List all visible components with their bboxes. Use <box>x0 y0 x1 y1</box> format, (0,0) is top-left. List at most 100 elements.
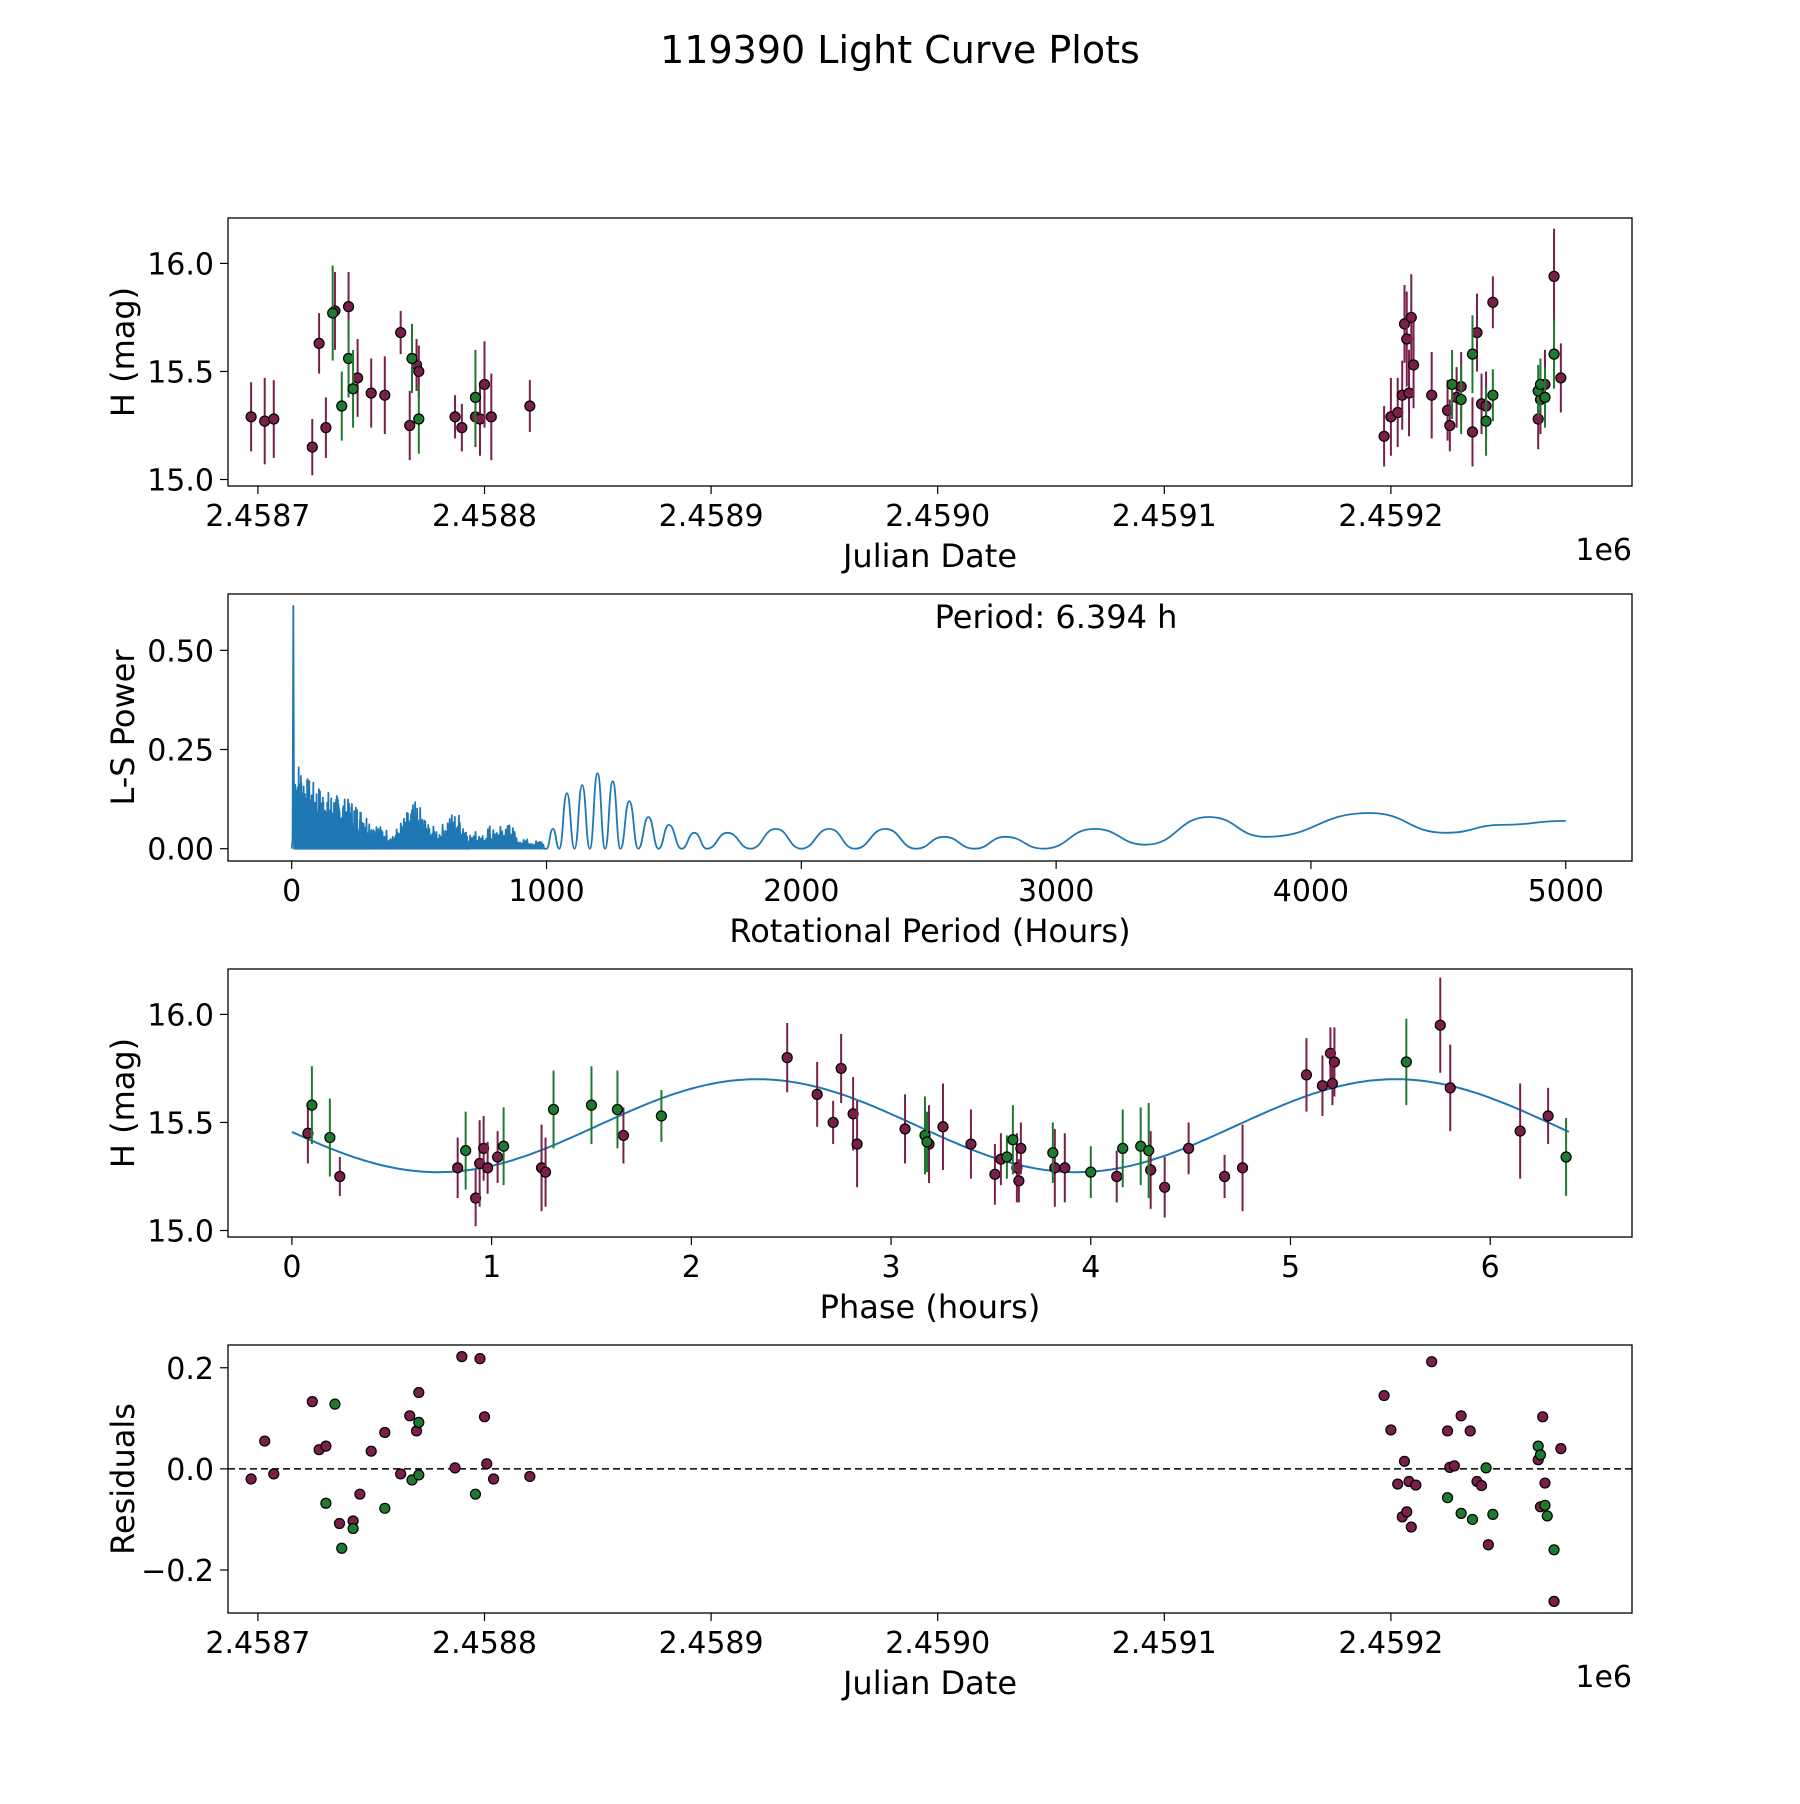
x-tick-label: 2.4592 <box>1338 499 1443 534</box>
data-point <box>1403 387 1415 399</box>
x-tick-label: 5 <box>1281 1250 1300 1285</box>
residual-point <box>365 1445 377 1457</box>
data-point <box>1446 378 1458 391</box>
data-point <box>989 1168 1001 1180</box>
residual-point <box>1539 1477 1551 1489</box>
data-point <box>1392 406 1404 419</box>
residual-point <box>481 1458 493 1470</box>
y-tick-label: 0.50 <box>147 634 214 669</box>
data-point <box>921 1136 933 1148</box>
x-offset-label: 1e6 <box>1575 533 1632 568</box>
axes-frame <box>227 1344 1633 1614</box>
data-point <box>336 400 348 412</box>
data-point <box>1407 359 1420 371</box>
data-point <box>342 352 355 365</box>
y-tick-label: 0.25 <box>147 734 214 769</box>
data-point <box>1548 348 1560 360</box>
data-point <box>1466 426 1479 438</box>
residual-point <box>1410 1479 1422 1491</box>
data-point <box>1145 1164 1157 1176</box>
residual-point <box>395 1468 407 1480</box>
x-tick-label: 1000 <box>508 874 584 909</box>
residual-point <box>320 1440 332 1452</box>
data-point <box>498 1140 510 1152</box>
data-point <box>1015 1142 1027 1154</box>
y-tick-label: 16.0 <box>147 247 214 282</box>
series-filter-1 <box>245 228 1567 476</box>
data-point <box>492 1151 504 1163</box>
data-point <box>302 1127 314 1139</box>
residual-point <box>413 1386 425 1399</box>
data-point <box>547 1103 560 1116</box>
x-tick-label: 2 <box>682 1250 701 1285</box>
residual-point <box>404 1410 416 1422</box>
series-filter-1 <box>245 1351 1567 1607</box>
data-point <box>1539 391 1551 403</box>
x-tick-label: 2.4588 <box>432 1626 537 1661</box>
data-point <box>1013 1175 1025 1187</box>
axes-frame <box>227 217 1633 487</box>
data-point <box>1444 1082 1456 1094</box>
x-offset-label: 1e6 <box>1575 1660 1632 1695</box>
residual-point <box>336 1542 348 1554</box>
data-point <box>379 389 391 401</box>
data-point <box>306 1099 318 1111</box>
residual-point <box>1487 1508 1499 1520</box>
data-point <box>485 411 497 423</box>
data-point <box>835 1062 847 1075</box>
data-point <box>1487 389 1499 401</box>
data-point <box>539 1166 552 1178</box>
data-point <box>1328 1056 1341 1068</box>
residual-point <box>1398 1455 1411 1467</box>
data-point <box>585 1099 598 1111</box>
residual-point <box>1455 1507 1467 1519</box>
residual-point <box>456 1351 468 1363</box>
y-axis-label: H (mag) <box>104 287 142 417</box>
residual-point <box>268 1468 280 1480</box>
panel-residuals: 2.4587 2.4588 2.4589 2.4590 2.4591 2.4592 −0.2… <box>104 1344 1633 1702</box>
data-point <box>474 413 486 425</box>
data-point <box>365 387 377 399</box>
y-tick-label: 15.5 <box>147 355 214 390</box>
residual-point <box>449 1462 461 1474</box>
residual-point <box>1482 1539 1494 1551</box>
plot-area <box>245 228 1567 476</box>
data-point <box>1434 1019 1446 1031</box>
residual-point <box>478 1411 491 1423</box>
y-tick-label: 0.0 <box>166 1453 214 1488</box>
data-point <box>1159 1181 1171 1193</box>
data-point <box>1487 296 1499 308</box>
panel-periodogram: 0 1000 2000 3000 4000 5000 0.00 0.25 0.50 Rotatio… <box>104 593 1633 950</box>
residual-point <box>245 1473 257 1485</box>
residual-point <box>1441 1492 1454 1504</box>
y-tick-label: 15.0 <box>147 464 214 499</box>
residual-point <box>469 1488 482 1500</box>
data-point <box>482 1162 494 1174</box>
data-point <box>404 419 416 432</box>
x-tick-label: 1 <box>482 1250 501 1285</box>
data-point <box>1534 378 1547 391</box>
x-axis-label: Julian Date <box>841 537 1017 575</box>
data-point <box>395 326 407 339</box>
data-point <box>1316 1080 1329 1092</box>
residual-point <box>1392 1478 1404 1490</box>
residual-point <box>306 1396 318 1408</box>
figure-title: 119390 Light Curve Plots <box>660 28 1140 72</box>
data-point <box>937 1121 949 1133</box>
data-point <box>413 413 425 425</box>
data-point <box>1001 1151 1013 1163</box>
data-point <box>1007 1134 1019 1146</box>
model-curve <box>291 1078 1570 1174</box>
data-point <box>1548 270 1560 282</box>
residual-point <box>1385 1424 1397 1436</box>
x-tick-label: 2.4587 <box>205 1626 310 1661</box>
data-point <box>342 301 355 313</box>
residual-point <box>1480 1462 1492 1474</box>
x-tick-label: 2.4588 <box>432 499 537 534</box>
panel-phased: 0 1 2 3 4 5 6 15.0 15.5 16.0 Phase (hours) H (mag) <box>104 968 1633 1326</box>
residual-point <box>379 1426 391 1439</box>
residual-point <box>1537 1411 1549 1423</box>
period-annotation: Period: 6.394 h <box>935 598 1178 636</box>
data-point <box>1059 1162 1071 1174</box>
